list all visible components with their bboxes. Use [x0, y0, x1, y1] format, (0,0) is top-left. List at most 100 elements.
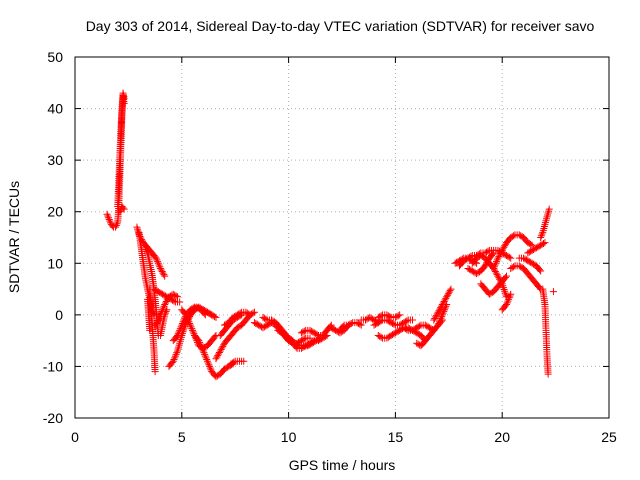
data-point: [373, 319, 381, 327]
data-point: [154, 316, 162, 324]
chart-title: Day 303 of 2014, Sidereal Day-to-day VTE…: [86, 18, 595, 34]
data-point: [205, 309, 213, 317]
data-point: [133, 225, 141, 233]
data-point: [120, 94, 128, 102]
data-point: [492, 269, 500, 277]
data-point: [531, 245, 539, 253]
data-point: [370, 321, 378, 329]
data-point: [184, 316, 192, 324]
data-point: [213, 353, 221, 361]
data-point: [201, 352, 209, 360]
data-point: [396, 311, 404, 319]
data-points: [103, 89, 557, 381]
data-point: [215, 350, 223, 358]
data-point: [394, 312, 402, 320]
data-point: [423, 322, 431, 330]
data-point: [152, 321, 160, 329]
data-point: [496, 249, 504, 257]
data-point: [544, 211, 552, 219]
data-point: [151, 253, 159, 261]
data-point: [170, 356, 178, 364]
data-point: [161, 272, 169, 280]
data-point: [377, 312, 385, 320]
data-point: [143, 247, 151, 255]
data-point: [374, 313, 382, 321]
data-point: [221, 321, 229, 329]
data-point: [408, 316, 416, 324]
y-tick-label: 50: [47, 49, 63, 65]
data-point: [549, 288, 557, 296]
data-point: [219, 342, 227, 350]
data-point: [250, 319, 258, 327]
data-point: [154, 288, 162, 296]
data-point: [468, 267, 476, 275]
data-point: [189, 328, 197, 336]
data-point: [188, 326, 196, 334]
data-point: [540, 223, 548, 231]
data-point: [543, 215, 551, 223]
data-point: [494, 254, 502, 262]
data-point: [250, 308, 258, 316]
data-point: [520, 254, 528, 262]
data-point: [491, 261, 499, 269]
data-point: [545, 207, 553, 215]
x-tick-label: 25: [601, 429, 617, 445]
data-point: [105, 215, 113, 223]
data-point: [507, 264, 515, 272]
data-point: [169, 357, 177, 365]
data-point: [477, 252, 485, 260]
data-point: [498, 246, 506, 254]
data-point: [537, 232, 545, 240]
data-point: [168, 359, 176, 367]
data-point: [503, 299, 511, 307]
data-point: [235, 323, 243, 331]
data-point: [274, 326, 282, 334]
data-point: [390, 320, 398, 328]
data-point: [501, 242, 509, 250]
data-point: [259, 313, 267, 321]
data-point: [481, 262, 489, 270]
data-point: [361, 316, 369, 324]
data-point: [268, 316, 276, 324]
data-point: [426, 324, 434, 332]
data-point: [460, 257, 468, 265]
data-point: [208, 311, 216, 319]
data-point: [397, 320, 405, 328]
data-point: [157, 266, 165, 274]
data-point: [230, 313, 238, 321]
data-point: [232, 312, 240, 320]
data-point: [490, 263, 498, 271]
data-point: [222, 320, 230, 328]
data-point: [464, 254, 472, 262]
data-point: [177, 323, 185, 331]
data-point: [227, 360, 235, 368]
data-point: [527, 240, 535, 248]
data-point: [502, 252, 510, 260]
data-point: [170, 297, 178, 305]
data-point: [260, 323, 268, 331]
data-point: [403, 325, 411, 333]
data-point: [541, 239, 549, 247]
data-point: [222, 364, 230, 372]
data-point: [416, 322, 424, 330]
data-point: [540, 224, 548, 232]
data-point: [356, 320, 364, 328]
data-point: [505, 295, 513, 303]
data-point: [527, 247, 535, 255]
y-tick-label: 30: [47, 152, 63, 168]
data-point: [544, 370, 552, 378]
data-point: [173, 349, 181, 357]
data-point: [528, 246, 536, 254]
data-point: [393, 328, 401, 336]
y-tick-label: 0: [55, 307, 63, 323]
data-point: [414, 330, 422, 338]
data-point: [464, 264, 472, 272]
data-point: [443, 301, 451, 309]
data-point: [240, 357, 248, 365]
data-point: [206, 364, 214, 372]
data-point: [198, 345, 206, 353]
data-point: [107, 219, 115, 227]
data-point: [508, 233, 516, 241]
data-point: [203, 308, 211, 316]
data-point: [245, 310, 253, 318]
